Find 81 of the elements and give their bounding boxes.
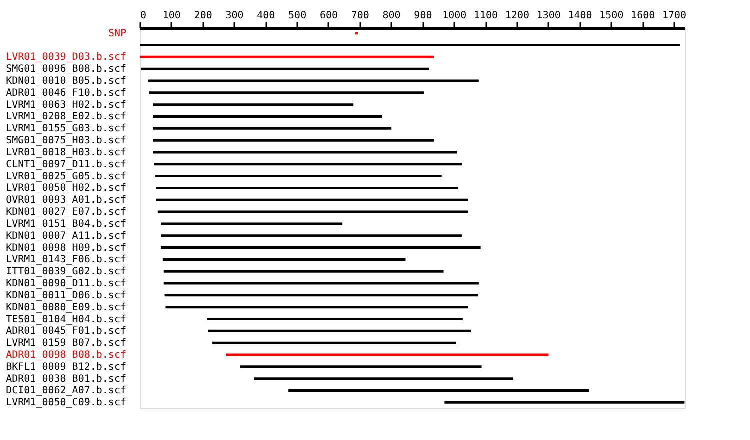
x-tick-label: 200 [194,10,212,22]
x-tick-label: 1600 [631,10,656,22]
x-tick-label: 500 [288,10,307,22]
bar [158,210,468,214]
y-tick-label: SMG01_0075_H03.b.scf [6,136,126,147]
y-tick-label: ADR01_0046_F10.b.scf [6,88,126,99]
y-tick-label: TES01_0104_H04.b.scf [6,314,126,326]
bar [140,44,680,47]
bar [164,294,478,297]
y-tick-label: KDN01_0090_D11.b.scf [6,278,126,290]
x-tick-label: 900 [414,10,432,22]
x-tick-label: 300 [226,10,244,22]
bar [355,32,358,35]
x-tick-label: 800 [382,10,401,22]
y-tick-label: LVR01_0050_H02.b.scf [6,183,126,194]
bar [444,401,685,404]
y-tick-label: LVR01_0039_D03.b.scf [6,52,126,64]
bar [166,306,468,309]
bar [240,366,482,368]
x-tick-label: 400 [257,10,276,22]
y-tick-label: LVRM1_0050_C09.b.scf [6,398,126,409]
y-tick-label: SMG01_0096_B08.b.scf [6,64,126,76]
bar [254,378,514,380]
x-tick-label: 0 [140,10,147,22]
y-tick-label: KDN01_0080_E09.b.scf [6,302,126,314]
y-tick-label: LVRM1_0143_F06.b.scf [6,254,126,266]
y-tick-label: ADR01_0038_B01.b.scf [6,374,126,385]
bar [153,115,382,118]
y-tick-label: ITT01_0039_G02.b.scf [6,266,126,278]
bar [207,318,463,321]
y-tick-label: KDN01_0010_B05.b.scf [6,76,126,88]
x-tick-label: 1100 [474,10,498,22]
x-tick-label: 1500 [600,10,624,22]
y-tick-label: LVRM1_0063_H02.b.scf [6,100,126,111]
bar [161,222,343,226]
x-tick-label: 1000 [442,10,467,22]
x-tick-label: 1300 [536,10,561,22]
y-tick-label: CLNT1_0097_D11.b.scf [6,159,126,170]
y-tick-label: KDN01_0027_E07.b.scf [6,207,126,218]
bar [161,246,481,250]
bar [161,234,462,238]
bar [288,389,590,392]
y-tick-label: BKFL1_0009_B12.b.scf [6,362,126,373]
y-tick-label: LVR01_0025_G05.b.scf [6,171,126,182]
x-tick-label: 600 [320,10,338,22]
x-tick-label: 700 [351,10,370,22]
y-tick-label: LVRM1_0208_E02.b.scf [6,112,126,123]
bar [153,127,392,130]
bar [148,80,479,82]
y-tick-label: KDN01_0011_D06.b.scf [6,290,126,302]
bar [153,139,434,142]
y-tick-label: OVR01_0093_A01.b.scf [6,195,126,206]
x-tick-label: 1700 [662,10,687,22]
bar [162,258,406,261]
bar [155,175,442,178]
y-tick-label: LVRM1_0151_B04.b.scf [6,218,126,230]
y-tick-label: LVRM1_0159_B07.b.scf [6,338,126,350]
bar [156,186,458,190]
y-tick-label: DCI01_0062_A07.b.scf [6,386,126,397]
bar [140,56,434,58]
y-tick-label: KDN01_0098_H09.b.scf [6,242,126,254]
bar [153,104,354,106]
x-tick-label: 1200 [505,10,530,22]
bar [212,342,456,344]
bar [164,270,444,273]
bar [208,330,472,332]
y-tick-label: KDN01_0007_A11.b.scf [6,230,126,242]
bar [164,282,479,285]
bar [153,151,458,154]
x-tick-label: 1400 [568,10,592,22]
x-tick-label: 100 [162,10,181,22]
y-tick-label: SNP [108,28,126,40]
bar [149,92,424,94]
bar [226,354,549,356]
y-tick-label: ADR01_0098_B08.b.scf [6,350,126,361]
bar [154,163,462,166]
bar [141,68,430,70]
bar [156,198,468,202]
y-tick-label: LVR01_0018_H03.b.scf [6,147,126,158]
y-tick-label: LVRM1_0155_G03.b.scf [6,124,126,135]
y-tick-label: ADR01_0045_F01.b.scf [6,326,126,338]
